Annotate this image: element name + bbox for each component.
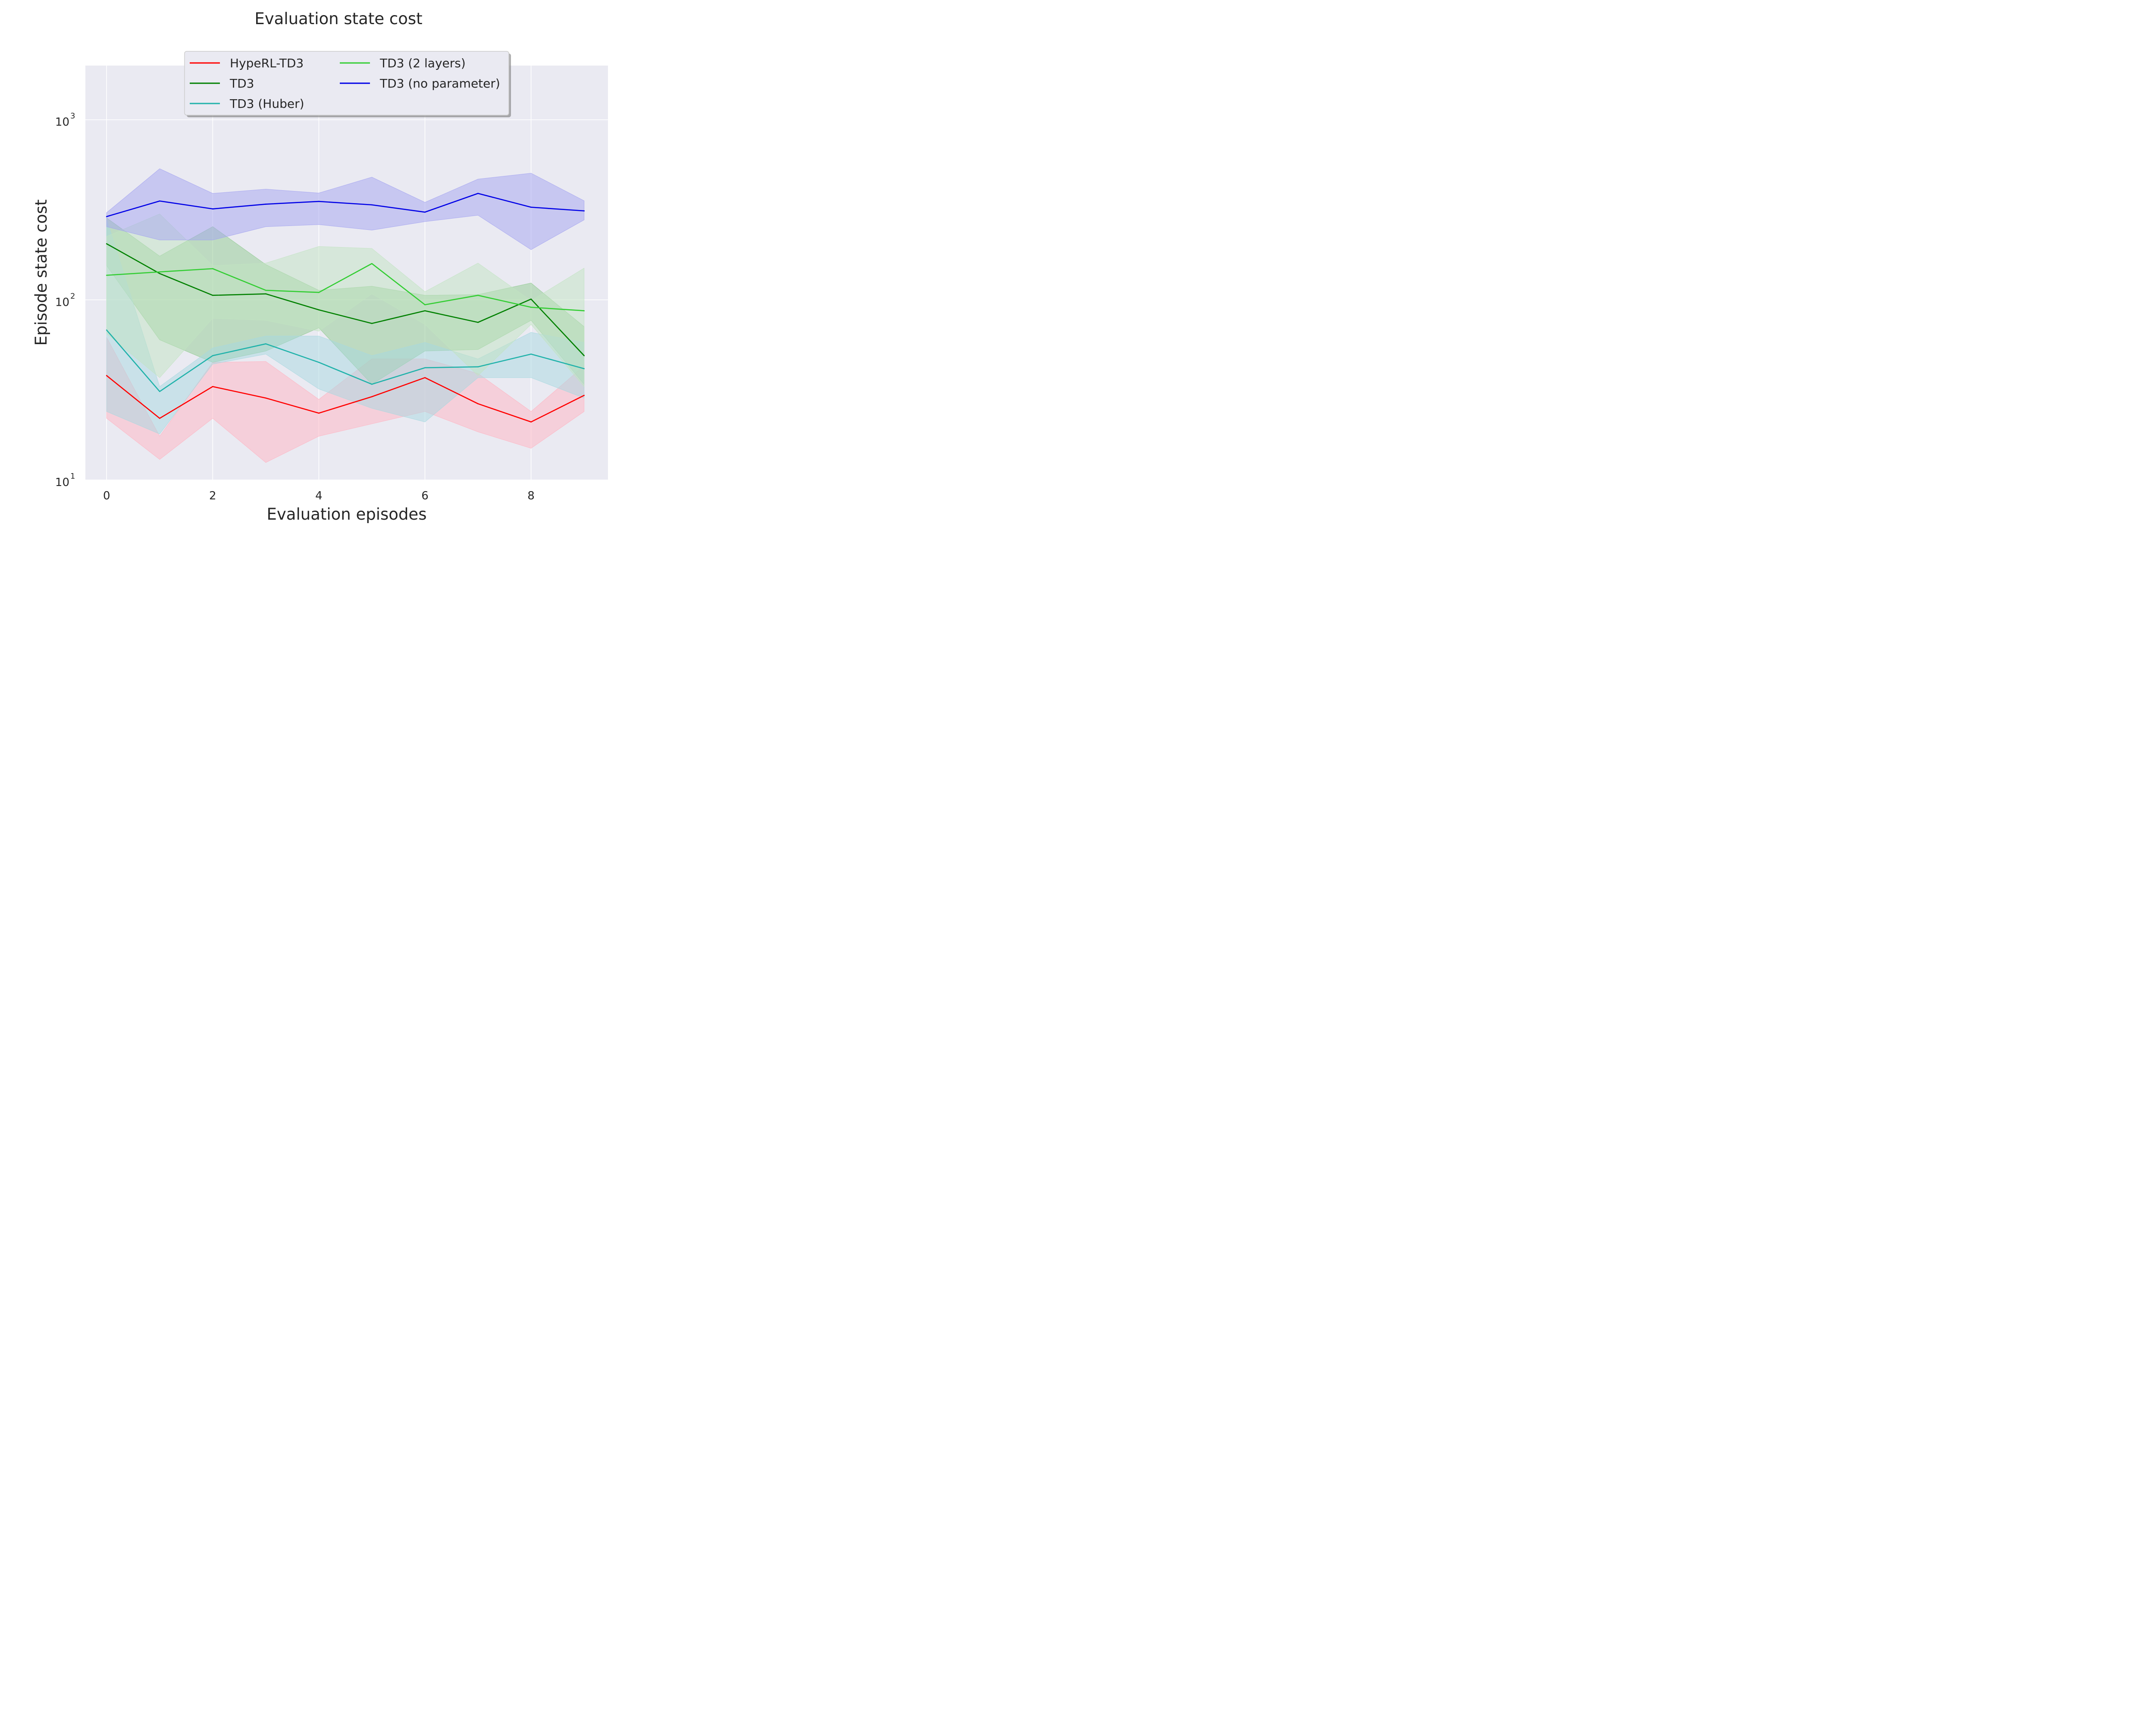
data-point-2 [265, 343, 266, 345]
data-point-0 [106, 375, 107, 376]
data-point-1 [424, 310, 426, 311]
data-point-1 [530, 298, 532, 300]
data-point-1 [371, 323, 373, 324]
series-line-4 [106, 193, 584, 217]
data-point-3 [583, 310, 585, 311]
data-point-2 [424, 367, 426, 369]
series-line-0 [106, 375, 585, 423]
data-point-1 [265, 293, 266, 295]
legend: HypeRL-TD3 TD3 TD3 (Huber) TD3 (2 layers) TD… [184, 51, 511, 117]
data-point-2 [477, 366, 479, 367]
data-point-2 [583, 368, 585, 370]
data-point-4 [318, 201, 320, 202]
data-point-2 [106, 329, 107, 331]
data-point-1 [477, 322, 479, 323]
data-point-0 [424, 377, 426, 378]
confidence-bands [106, 168, 585, 463]
data-point-1 [212, 295, 213, 296]
y-tick-label: 10 [55, 476, 69, 489]
y-tick-label: 10 [55, 296, 69, 309]
data-point-3 [530, 307, 532, 308]
series-lines [106, 193, 585, 423]
x-axis-label: Evaluation episodes [267, 505, 427, 524]
x-tick-label: 0 [103, 489, 110, 502]
data-point-4 [424, 211, 426, 213]
data-point-2 [371, 383, 373, 385]
data-point-1 [583, 355, 585, 357]
x-tick-label: 4 [315, 489, 323, 502]
data-point-3 [265, 289, 266, 291]
data-point-4 [159, 200, 160, 202]
series-line-2 [106, 329, 584, 392]
band-2 [106, 219, 585, 435]
chart-title: Evaluation state cost [254, 9, 422, 28]
data-point-4 [530, 207, 532, 208]
data-point-4 [371, 204, 373, 206]
data-point-2 [212, 355, 213, 357]
data-point-0 [159, 417, 160, 419]
data-point-0 [318, 412, 320, 414]
band-4 [106, 168, 585, 250]
legend-label: TD3 (2 layers) [379, 56, 466, 70]
data-point-2 [159, 391, 160, 392]
x-tick-label: 6 [421, 489, 429, 502]
data-point-1 [106, 243, 107, 245]
x-tick-label: 8 [527, 489, 535, 502]
legend-label: HypeRL-TD3 [230, 56, 304, 70]
x-tick-label: 2 [209, 489, 216, 502]
data-point-3 [371, 263, 373, 264]
data-point-0 [212, 386, 213, 387]
data-point-3 [424, 304, 426, 305]
data-point-0 [371, 396, 373, 398]
y-tick-exponent: 2 [70, 292, 75, 301]
series-line-3 [107, 263, 584, 311]
y-tick-exponent: 3 [70, 112, 75, 121]
legend-label: TD3 [229, 76, 254, 91]
y-axis-label: Episode state cost [32, 199, 50, 345]
data-point-3 [477, 295, 479, 296]
series-line-1 [106, 243, 585, 356]
chart-root: 0 2 4 6 8 10 1 10 2 10 3 Evaluation state cost Eva… [0, 0, 669, 535]
data-point-4 [212, 208, 213, 210]
data-point-3 [106, 274, 107, 276]
band-0 [106, 337, 585, 463]
data-point-0 [583, 395, 585, 396]
data-point-2 [318, 361, 320, 363]
y-tick-exponent: 1 [70, 472, 75, 481]
data-point-4 [265, 204, 266, 205]
y-tick-label: 10 [55, 116, 69, 129]
data-point-3 [159, 271, 160, 273]
data-point-4 [477, 193, 479, 194]
legend-label: TD3 (Huber) [229, 97, 304, 111]
data-point-1 [318, 309, 320, 310]
data-point-0 [265, 397, 266, 399]
data-point-1 [159, 273, 160, 274]
legend-label: TD3 (no parameter) [379, 76, 500, 91]
data-point-0 [530, 421, 532, 423]
band-3 [106, 213, 585, 387]
data-point-2 [530, 353, 532, 355]
data-point-4 [583, 210, 585, 212]
data-point-3 [318, 292, 320, 293]
data-point-4 [106, 216, 107, 217]
data-point-0 [477, 403, 479, 405]
data-point-3 [212, 268, 213, 270]
